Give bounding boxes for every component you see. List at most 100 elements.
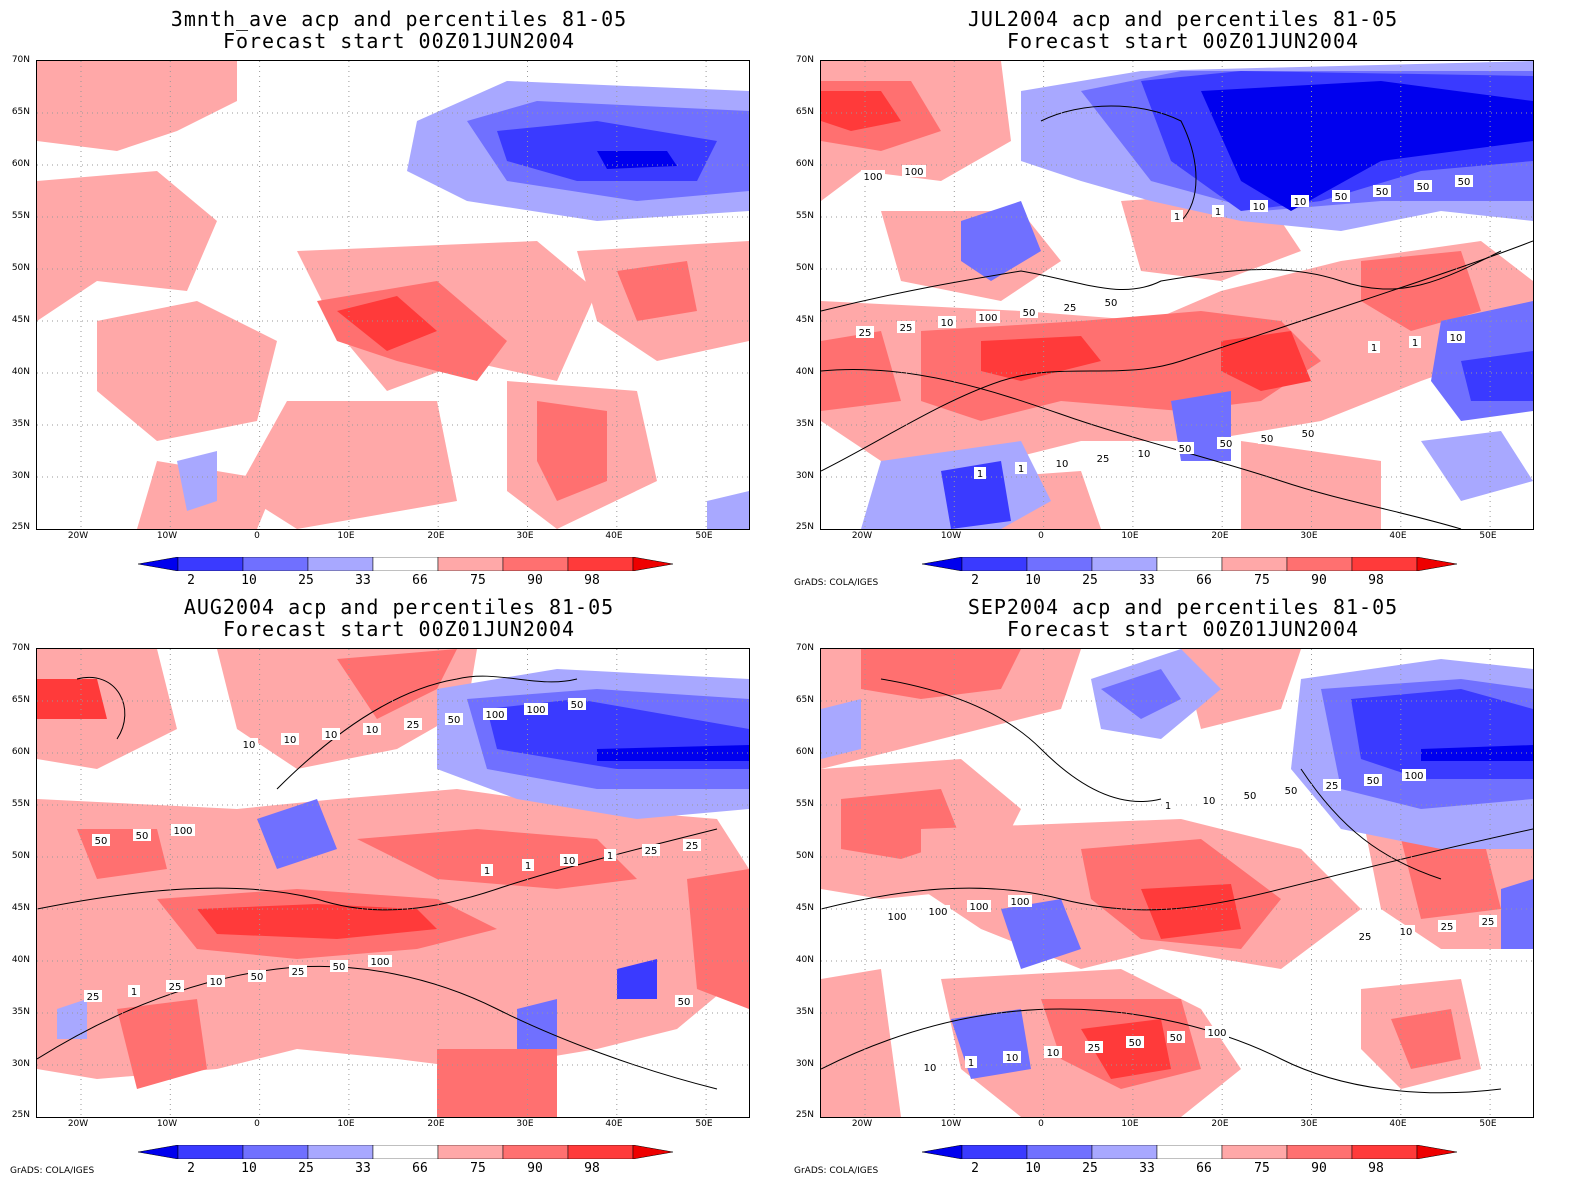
contour-label: 100 (885, 910, 909, 923)
shade-red (1221, 331, 1311, 391)
contour-line (76, 677, 126, 740)
contour-label: 100 (368, 955, 392, 968)
panel-3mnth-ave: 3mnth_ave acp and percentiles 81-05 Fore… (0, 0, 798, 598)
panel-subtitle: Forecast start 00Z01JUN2004 (1006, 29, 1360, 53)
svg-text:10: 10 (941, 318, 954, 329)
colorbar (138, 1145, 673, 1159)
svg-text:25: 25 (1482, 917, 1495, 928)
svg-text:1: 1 (1215, 207, 1221, 218)
panel-title: AUG2004 acp and percentiles 81-05 (183, 595, 615, 619)
colorbar-label: 90 (527, 573, 543, 588)
colorbar-swatch (1091, 1145, 1158, 1159)
contour-label: 50 (1167, 1031, 1185, 1044)
contour-line (821, 368, 1462, 529)
lat-label: 40N (11, 955, 30, 965)
contour-label: 50 (1332, 190, 1350, 203)
contour-label: 100 (483, 708, 507, 721)
contour-label: 100 (902, 165, 926, 178)
colorbar-swatch (961, 1145, 1028, 1159)
contour-label: 10 (1447, 331, 1465, 344)
colorbar-label: 33 (1139, 573, 1155, 588)
svg-text:100: 100 (526, 705, 545, 716)
shade-blue (961, 201, 1041, 281)
svg-text:25: 25 (645, 846, 658, 857)
contour-label: 25 (1479, 915, 1497, 928)
lon-label: 20W (67, 1119, 89, 1129)
shade-red (1401, 829, 1501, 919)
colorbar-swatch (372, 557, 439, 571)
grads-credit: GrADS: COLA/IGES (794, 578, 879, 588)
colorbar-swatch (1351, 1145, 1418, 1159)
svg-text:100: 100 (969, 902, 988, 913)
lat-label: 60N (11, 159, 30, 169)
svg-text:50: 50 (1335, 192, 1348, 203)
contour-label: 1 (1368, 341, 1380, 354)
colorbar (922, 557, 1457, 571)
colorbar (138, 557, 673, 571)
svg-text:100: 100 (928, 907, 947, 918)
lon-label: 10E (337, 1119, 355, 1129)
lat-label: 25N (11, 522, 30, 532)
lat-label: 25N (795, 522, 814, 532)
colorbar-swatch (502, 1145, 569, 1159)
lat-label: 65N (11, 695, 30, 705)
contour-label: 50 (330, 960, 348, 973)
lat-label: 45N (795, 315, 814, 325)
lon-label: 20W (851, 1119, 873, 1129)
lon-label: 50E (695, 1119, 713, 1129)
lat-label: 25N (795, 1110, 814, 1120)
svg-text:100: 100 (1010, 897, 1029, 908)
shade-red (1391, 1009, 1461, 1069)
contour-label: 10 (363, 723, 381, 736)
colorbar-swatch (307, 1145, 374, 1159)
svg-text:1: 1 (607, 851, 613, 862)
lat-label: 70N (11, 643, 30, 653)
lon-label: 20E (427, 1119, 445, 1129)
lat-label: 50N (11, 851, 30, 861)
shade-red (1141, 884, 1241, 939)
shade-blue (941, 461, 1011, 529)
shade-red (1081, 1019, 1171, 1079)
lon-label: 30E (1300, 1119, 1318, 1129)
colorbar-swatch (1026, 1145, 1093, 1159)
contour-label: 50 (1102, 296, 1120, 309)
lat-label: 45N (11, 315, 30, 325)
contour-label: 50 (675, 995, 693, 1008)
contour-label: 100 (1205, 1026, 1229, 1039)
lat-label: 40N (795, 955, 814, 965)
shade-red (97, 301, 277, 441)
lon-label: 10E (1121, 531, 1139, 541)
lat-label: 50N (795, 851, 814, 861)
lat-label: 50N (11, 263, 30, 273)
contour-label: 25 (1061, 301, 1079, 314)
lat-label: 35N (795, 1007, 814, 1017)
svg-text:10: 10 (1400, 927, 1413, 938)
shade-red (821, 91, 901, 131)
svg-text:25: 25 (900, 323, 913, 334)
svg-text:25: 25 (292, 967, 305, 978)
contour-line (821, 1008, 1502, 1094)
contour-label: 10 (1397, 925, 1415, 938)
colorbar-label: 75 (470, 573, 486, 588)
lat-label: 30N (11, 471, 30, 481)
contour-label: 10 (921, 1061, 939, 1074)
svg-text:10: 10 (1056, 459, 1069, 470)
colorbar-swatch (922, 1145, 963, 1159)
colorbar-swatch (1156, 557, 1223, 571)
shade-red (117, 999, 207, 1089)
svg-text:10: 10 (1006, 1053, 1019, 1064)
contour-label: 25 (683, 839, 701, 852)
contour-line (880, 678, 1162, 803)
svg-text:50: 50 (95, 836, 108, 847)
lon-label: 40E (605, 1119, 623, 1129)
panel-sep2004: SEP2004 acp and percentiles 81-05 Foreca… (784, 588, 1582, 1186)
colorbar-label: 10 (1025, 1161, 1041, 1176)
svg-text:50: 50 (1458, 177, 1471, 188)
colorbar-swatch (567, 1145, 634, 1159)
svg-text:10: 10 (284, 735, 297, 746)
contour-label: 10 (1250, 200, 1268, 213)
contour-label: 50 (1455, 175, 1473, 188)
contour-label: 25 (1356, 930, 1374, 943)
colorbar-label: 90 (527, 1161, 543, 1176)
contour-line (276, 675, 578, 790)
